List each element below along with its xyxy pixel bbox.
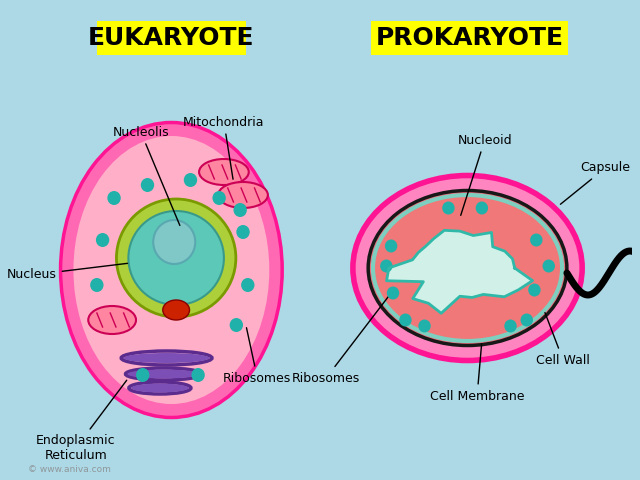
Circle shape (419, 320, 431, 333)
Ellipse shape (353, 176, 582, 360)
Circle shape (476, 202, 488, 215)
Circle shape (543, 260, 555, 273)
Circle shape (241, 278, 255, 292)
Text: EUKARYOTE: EUKARYOTE (88, 26, 255, 50)
Circle shape (230, 318, 243, 332)
Ellipse shape (127, 370, 200, 379)
Circle shape (90, 278, 104, 292)
Text: Nucleoid: Nucleoid (458, 133, 512, 216)
Circle shape (136, 368, 149, 382)
Ellipse shape (131, 384, 189, 393)
Ellipse shape (368, 191, 567, 346)
Polygon shape (387, 230, 532, 313)
Text: Flagellum: Flagellum (0, 479, 1, 480)
Circle shape (153, 220, 195, 264)
Circle shape (141, 178, 154, 192)
Circle shape (528, 284, 541, 297)
Ellipse shape (124, 353, 209, 363)
Circle shape (234, 203, 247, 217)
Text: Cell Wall: Cell Wall (536, 312, 590, 367)
Text: Cell Membrane: Cell Membrane (430, 344, 524, 403)
Ellipse shape (116, 199, 236, 317)
Circle shape (399, 313, 412, 326)
Circle shape (212, 191, 226, 205)
Ellipse shape (163, 300, 189, 320)
Text: Nucleus: Nucleus (7, 264, 127, 281)
Ellipse shape (374, 196, 561, 339)
Ellipse shape (61, 122, 282, 418)
Text: Ribosomes: Ribosomes (223, 328, 291, 384)
Text: Mitochondria: Mitochondria (183, 116, 265, 179)
Circle shape (96, 233, 109, 247)
Text: Capsule: Capsule (561, 161, 630, 204)
Circle shape (520, 313, 533, 326)
Ellipse shape (218, 182, 268, 208)
Text: PROKARYOTE: PROKARYOTE (376, 26, 563, 50)
Ellipse shape (74, 136, 269, 404)
Circle shape (380, 260, 392, 273)
Circle shape (442, 202, 454, 215)
Circle shape (184, 173, 197, 187)
Text: Endoplasmic
Reticulum: Endoplasmic Reticulum (36, 380, 127, 462)
Circle shape (385, 240, 397, 252)
FancyBboxPatch shape (371, 21, 568, 55)
Ellipse shape (88, 306, 136, 334)
Text: © www.aniva.com: © www.aniva.com (28, 465, 111, 474)
Text: Ribosomes: Ribosomes (292, 295, 389, 384)
Circle shape (530, 233, 543, 247)
Circle shape (191, 368, 205, 382)
Text: Nucleolis: Nucleolis (113, 125, 180, 226)
FancyBboxPatch shape (97, 21, 246, 55)
Circle shape (108, 191, 121, 205)
Circle shape (504, 320, 516, 333)
Ellipse shape (199, 159, 249, 185)
Circle shape (387, 287, 399, 300)
Ellipse shape (129, 211, 224, 305)
Circle shape (236, 225, 250, 239)
